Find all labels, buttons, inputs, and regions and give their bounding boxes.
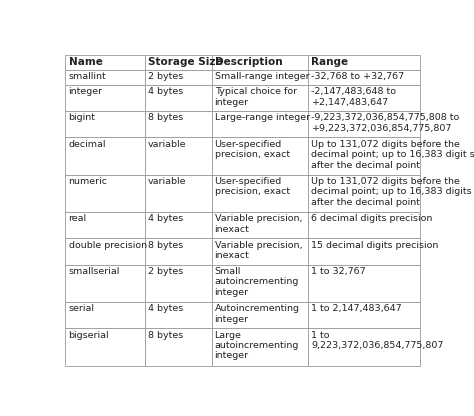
Bar	[145, 54, 211, 70]
Bar	[211, 70, 309, 85]
Text: 8 bytes: 8 bytes	[148, 241, 183, 250]
Text: 4 bytes: 4 bytes	[148, 214, 183, 223]
Bar	[211, 137, 309, 175]
Bar	[145, 265, 211, 302]
Text: Variable precision,
inexact: Variable precision, inexact	[215, 241, 302, 260]
Text: 15 decimal digits precision: 15 decimal digits precision	[311, 241, 439, 250]
Bar	[65, 54, 145, 70]
Bar	[309, 212, 420, 238]
Text: serial: serial	[69, 305, 94, 313]
Bar	[309, 54, 420, 70]
Bar	[145, 212, 211, 238]
Bar	[145, 70, 211, 85]
Bar	[211, 54, 309, 70]
Text: smallint: smallint	[69, 72, 106, 81]
Bar	[65, 328, 145, 366]
Text: Description: Description	[215, 57, 282, 67]
Text: decimal: decimal	[69, 140, 106, 149]
Bar	[145, 238, 211, 265]
Text: 4 bytes: 4 bytes	[148, 87, 183, 96]
Bar	[65, 302, 145, 328]
Bar	[211, 265, 309, 302]
Text: variable: variable	[148, 140, 186, 149]
Bar	[145, 328, 211, 366]
Text: integer: integer	[69, 87, 103, 96]
Text: Name: Name	[69, 57, 102, 67]
Text: 1 to 32,767: 1 to 32,767	[311, 267, 366, 276]
Text: Large-range integer: Large-range integer	[215, 114, 310, 122]
Text: Autoincrementing
integer: Autoincrementing integer	[215, 305, 300, 324]
Text: 1 to 2,147,483,647: 1 to 2,147,483,647	[311, 305, 402, 313]
Text: 1 to
9,223,372,036,854,775,807: 1 to 9,223,372,036,854,775,807	[311, 331, 444, 350]
Bar	[145, 111, 211, 137]
Text: -9,223,372,036,854,775,808 to
+9,223,372,036,854,775,807: -9,223,372,036,854,775,808 to +9,223,372…	[311, 114, 460, 133]
Bar	[145, 175, 211, 212]
Bar	[309, 265, 420, 302]
Bar	[309, 302, 420, 328]
Text: bigint: bigint	[69, 114, 96, 122]
Bar	[65, 70, 145, 85]
Text: 2 bytes: 2 bytes	[148, 72, 183, 81]
Text: numeric: numeric	[69, 177, 108, 186]
Text: 2 bytes: 2 bytes	[148, 267, 183, 276]
Bar	[309, 85, 420, 111]
Text: 8 bytes: 8 bytes	[148, 331, 183, 339]
Bar	[211, 238, 309, 265]
Bar	[211, 212, 309, 238]
Text: bigserial: bigserial	[69, 331, 109, 339]
Text: variable: variable	[148, 177, 186, 186]
Text: User-specified
precision, exact: User-specified precision, exact	[215, 177, 290, 196]
Text: Large
autoincrementing
integer: Large autoincrementing integer	[215, 331, 299, 360]
Text: 8 bytes: 8 bytes	[148, 114, 183, 122]
Bar	[309, 137, 420, 175]
Bar	[65, 111, 145, 137]
Bar	[309, 111, 420, 137]
Text: Range: Range	[311, 57, 348, 67]
Bar	[211, 85, 309, 111]
Bar	[211, 111, 309, 137]
Bar	[211, 328, 309, 366]
Bar	[211, 175, 309, 212]
Text: -2,147,483,648 to
+2,147,483,647: -2,147,483,648 to +2,147,483,647	[311, 87, 396, 106]
Bar	[145, 302, 211, 328]
Text: Typical choice for
integer: Typical choice for integer	[215, 87, 297, 106]
Text: Storage Size: Storage Size	[148, 57, 223, 67]
Bar	[309, 70, 420, 85]
Text: Up to 131,072 digits before the
decimal point; up to 16,383 digit s
after the de: Up to 131,072 digits before the decimal …	[311, 140, 474, 170]
Bar	[309, 328, 420, 366]
Text: 4 bytes: 4 bytes	[148, 305, 183, 313]
Bar	[65, 137, 145, 175]
Text: Variable precision,
inexact: Variable precision, inexact	[215, 214, 302, 234]
Text: Small
autoincrementing
integer: Small autoincrementing integer	[215, 267, 299, 297]
Text: smallserial: smallserial	[69, 267, 120, 276]
Bar	[65, 238, 145, 265]
Bar	[145, 85, 211, 111]
Text: -32,768 to +32,767: -32,768 to +32,767	[311, 72, 405, 81]
Bar	[145, 137, 211, 175]
Text: User-specified
precision, exact: User-specified precision, exact	[215, 140, 290, 159]
Bar	[309, 175, 420, 212]
Text: Up to 131,072 digits before the
decimal point; up to 16,383 digits
after the dec: Up to 131,072 digits before the decimal …	[311, 177, 472, 207]
Bar	[65, 85, 145, 111]
Bar	[65, 212, 145, 238]
Bar	[211, 302, 309, 328]
Bar	[309, 238, 420, 265]
Text: double precision: double precision	[69, 241, 146, 250]
Text: real: real	[69, 214, 87, 223]
Text: Small-range integer: Small-range integer	[215, 72, 309, 81]
Text: 6 decimal digits precision: 6 decimal digits precision	[311, 214, 433, 223]
Bar	[65, 175, 145, 212]
Bar	[65, 265, 145, 302]
